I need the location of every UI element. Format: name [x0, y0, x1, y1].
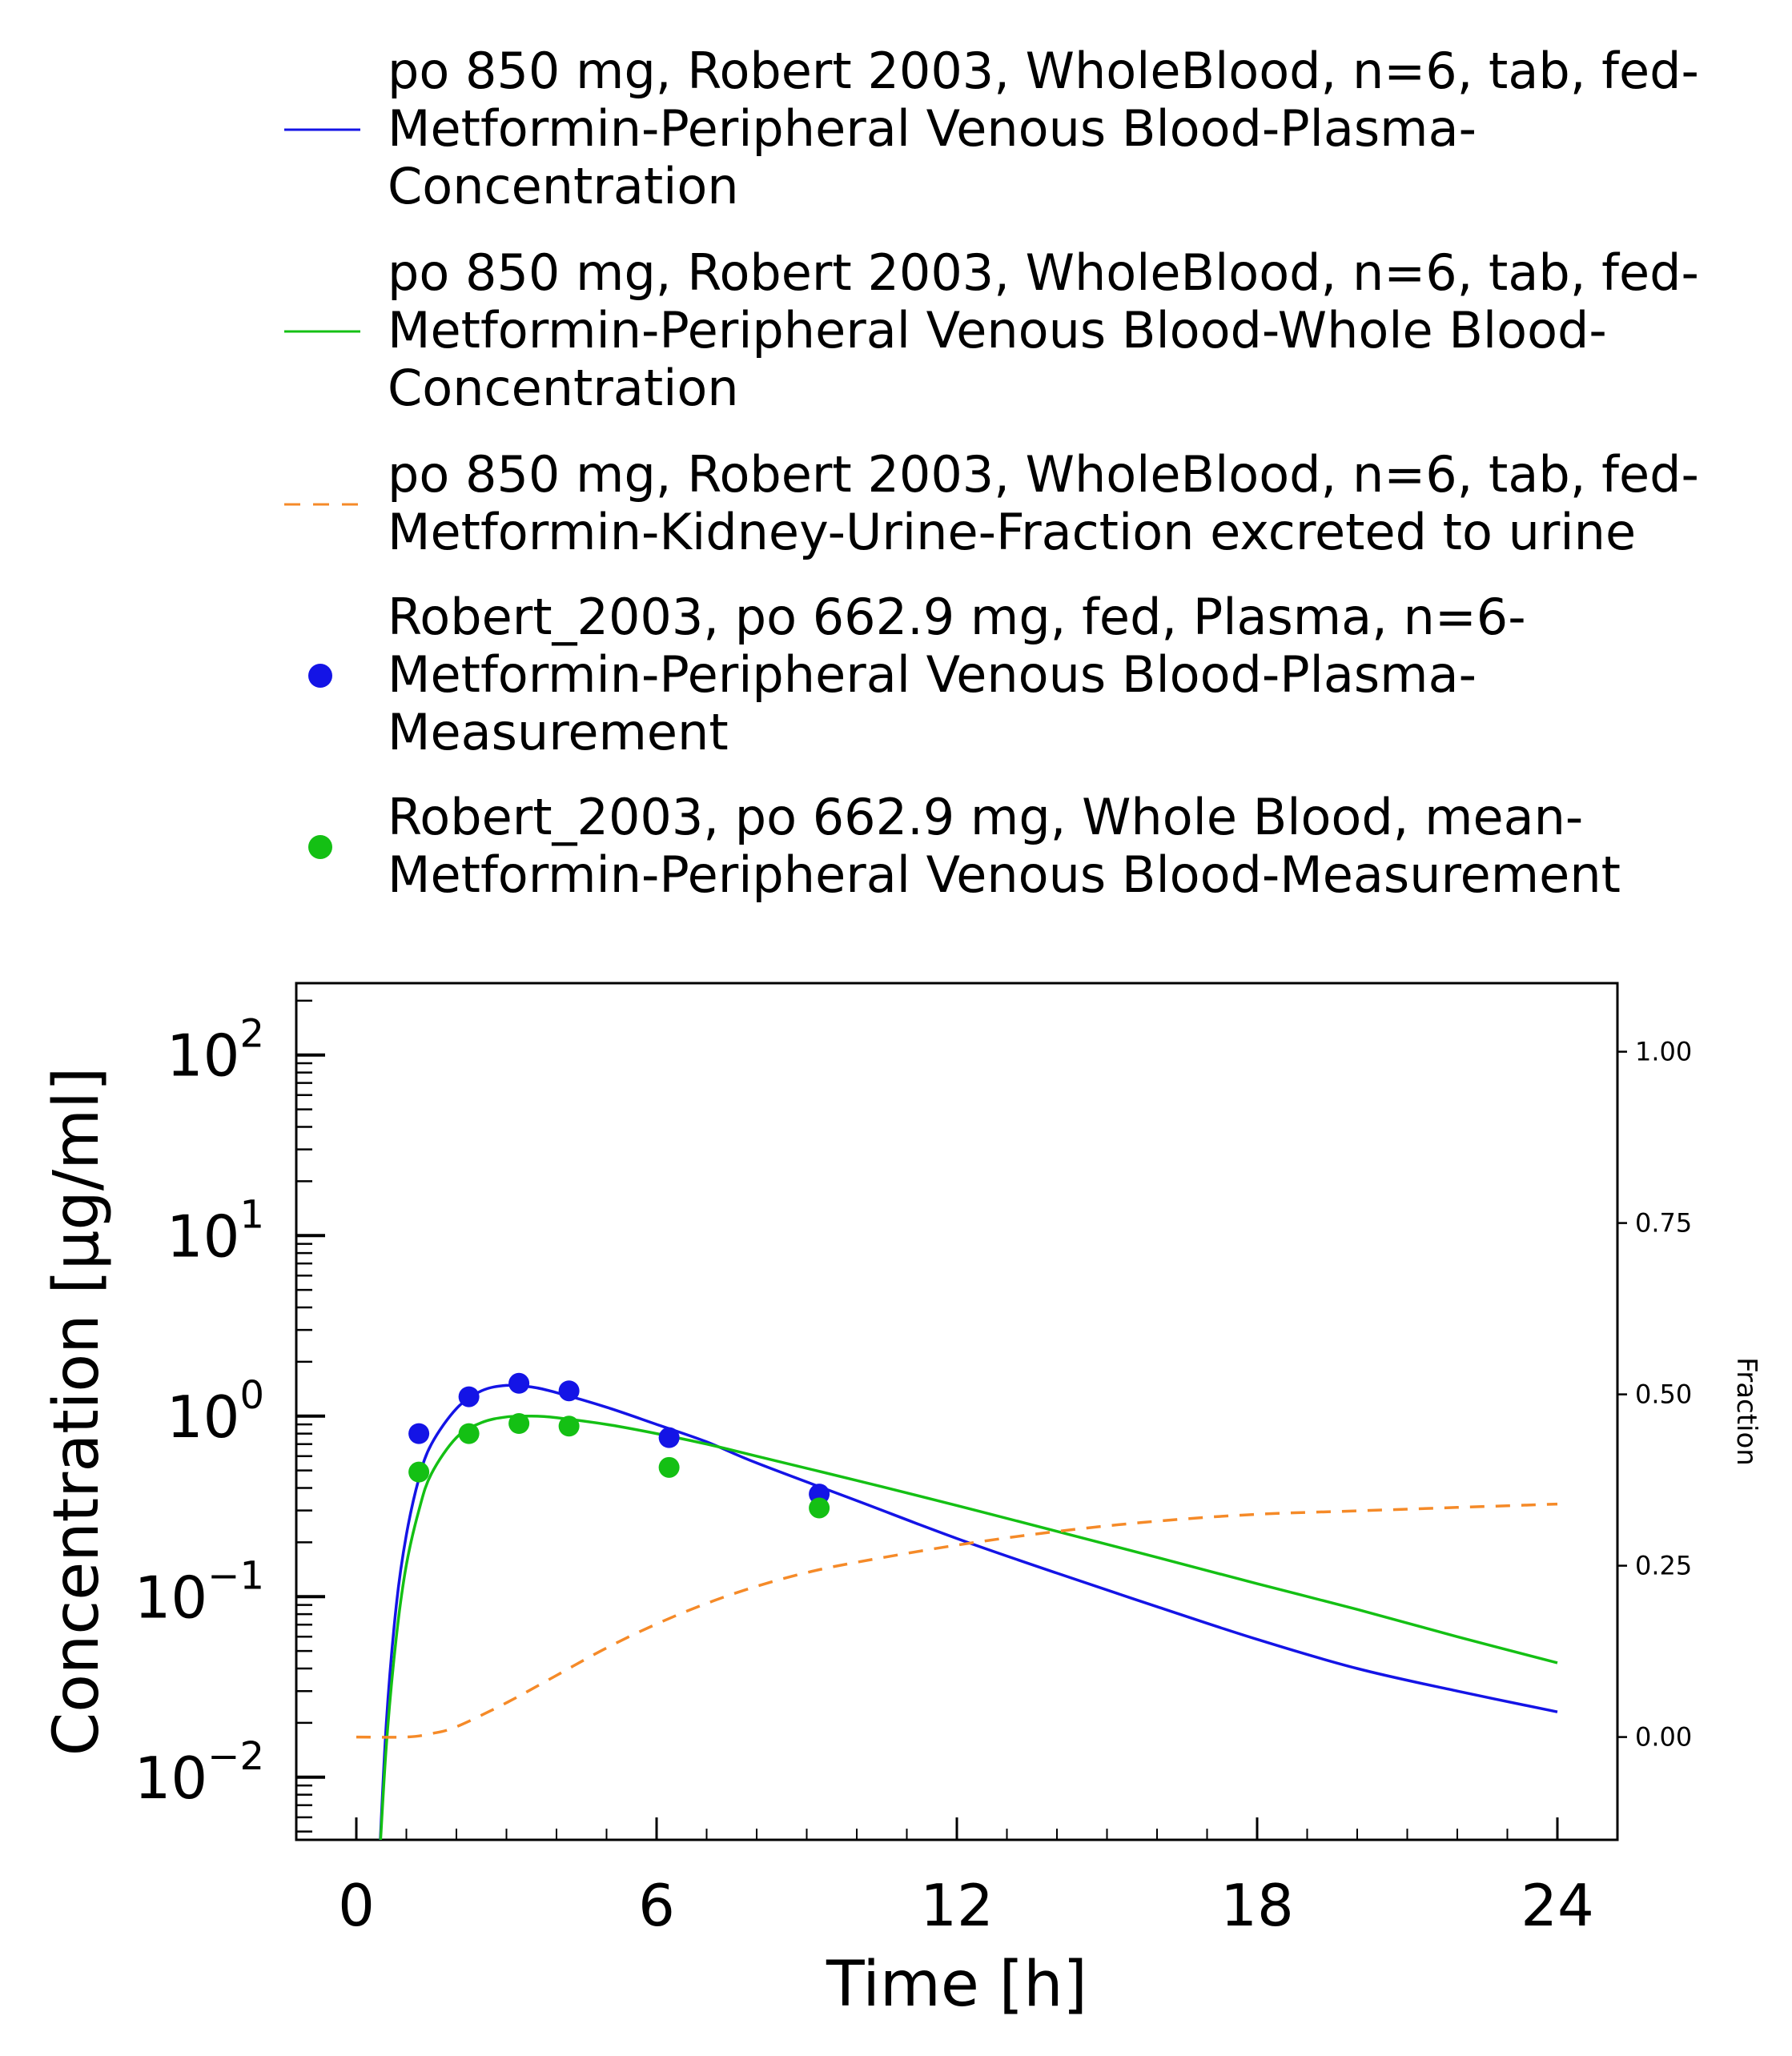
data-point — [408, 1423, 430, 1444]
legend-marker-swatch — [308, 835, 332, 859]
y2-tick-label: 0.00 — [1635, 1722, 1692, 1753]
legend-marker-swatch — [308, 664, 332, 688]
legend-label-line: Robert_2003, po 662.9 mg, fed, Plasma, n… — [388, 588, 1526, 646]
data-point — [809, 1497, 830, 1519]
y-tick-exponent: 0 — [239, 1373, 264, 1418]
series-line — [356, 1502, 1558, 1739]
data-point — [658, 1456, 680, 1478]
data-point — [458, 1423, 480, 1444]
data-point — [658, 1427, 680, 1448]
x-tick-label: 12 — [920, 1872, 994, 1939]
y-tick-label: 102 — [167, 1012, 264, 1090]
y-tick-exponent: −2 — [207, 1734, 264, 1779]
y2-tick-label: 0.25 — [1635, 1551, 1692, 1581]
series-1 — [379, 1414, 1558, 1840]
y-axis-title: Concentration [µg/ml] — [41, 1067, 113, 1757]
legend-entry: Robert_2003, po 662.9 mg, fed, Plasma, n… — [308, 588, 1526, 761]
data-point — [558, 1380, 580, 1402]
legend-label-line: Metformin-Peripheral Venous Blood-Plasma… — [388, 645, 1477, 704]
series-2 — [356, 1502, 1558, 1739]
legend-label-line: Metformin-Kidney-Urine-Fraction excreted… — [388, 503, 1636, 561]
series-line — [379, 1414, 1558, 1840]
y-tick-label: 100 — [167, 1373, 264, 1451]
y2-tick-label: 0.75 — [1635, 1208, 1692, 1239]
series-line — [379, 1383, 1558, 1840]
x-tick-label: 18 — [1220, 1872, 1294, 1939]
legend-label-line: po 850 mg, Robert 2003, WholeBlood, n=6,… — [388, 243, 1699, 302]
legend-label-line: Concentration — [388, 157, 739, 215]
y-tick-exponent: 1 — [239, 1192, 264, 1237]
data-point — [508, 1413, 530, 1435]
series-4 — [408, 1413, 830, 1519]
data-point — [558, 1416, 580, 1437]
legend-label-line: Measurement — [388, 703, 729, 761]
y2-axis-title: Fraction — [1730, 1357, 1762, 1466]
y-tick-label: 10−2 — [135, 1734, 264, 1812]
y2-tick-label: 0.50 — [1635, 1379, 1692, 1410]
y-tick-base: 10 — [167, 1203, 240, 1270]
data-point — [458, 1386, 480, 1407]
y-axis-right: 0.00 0.25 0.50 0.75 1.00 — [1617, 1037, 1692, 1753]
data-point — [508, 1372, 530, 1394]
legend-label-line: Metformin-Peripheral Venous Blood-Plasma… — [388, 99, 1477, 158]
legend-label-line: Metformin-Peripheral Venous Blood-Whole … — [388, 301, 1607, 359]
legend-label-line: Metformin-Peripheral Venous Blood-Measur… — [388, 845, 1621, 904]
legend: po 850 mg, Robert 2003, WholeBlood, n=6,… — [284, 42, 1699, 904]
legend-label-line: po 850 mg, Robert 2003, WholeBlood, n=6,… — [388, 42, 1699, 100]
x-tick-label: 6 — [638, 1872, 675, 1939]
y-tick-base: 10 — [135, 1745, 208, 1812]
x-axis-title: Time [h] — [826, 1949, 1087, 2021]
legend-entry: po 850 mg, Robert 2003, WholeBlood, n=6,… — [284, 445, 1699, 561]
y-tick-label: 101 — [167, 1192, 264, 1270]
legend-label-line: Concentration — [388, 359, 739, 417]
x-tick-label: 24 — [1521, 1872, 1594, 1939]
legend-entry: Robert_2003, po 662.9 mg, Whole Blood, m… — [308, 788, 1621, 904]
y-tick-exponent: −1 — [207, 1553, 264, 1598]
y-tick-exponent: 2 — [239, 1012, 264, 1057]
y-tick-label: 10−1 — [135, 1553, 264, 1631]
data-point — [408, 1461, 430, 1483]
legend-label-line: po 850 mg, Robert 2003, WholeBlood, n=6,… — [388, 445, 1699, 504]
y-tick-base: 10 — [135, 1564, 208, 1631]
y-tick-base: 10 — [167, 1383, 240, 1451]
legend-entry: po 850 mg, Robert 2003, WholeBlood, n=6,… — [284, 42, 1699, 215]
legend-entry: po 850 mg, Robert 2003, WholeBlood, n=6,… — [284, 243, 1699, 417]
series-layer — [356, 1372, 1558, 1840]
plot-frame — [295, 982, 1619, 1841]
legend-label-line: Robert_2003, po 662.9 mg, Whole Blood, m… — [388, 788, 1583, 846]
y-tick-base: 10 — [167, 1022, 240, 1090]
y2-tick-label: 1.00 — [1635, 1037, 1692, 1067]
series-3 — [408, 1372, 830, 1505]
x-axis: 0 6 12 18 24 — [338, 1817, 1594, 1939]
series-0 — [379, 1383, 1558, 1840]
x-tick-label: 0 — [338, 1872, 375, 1939]
